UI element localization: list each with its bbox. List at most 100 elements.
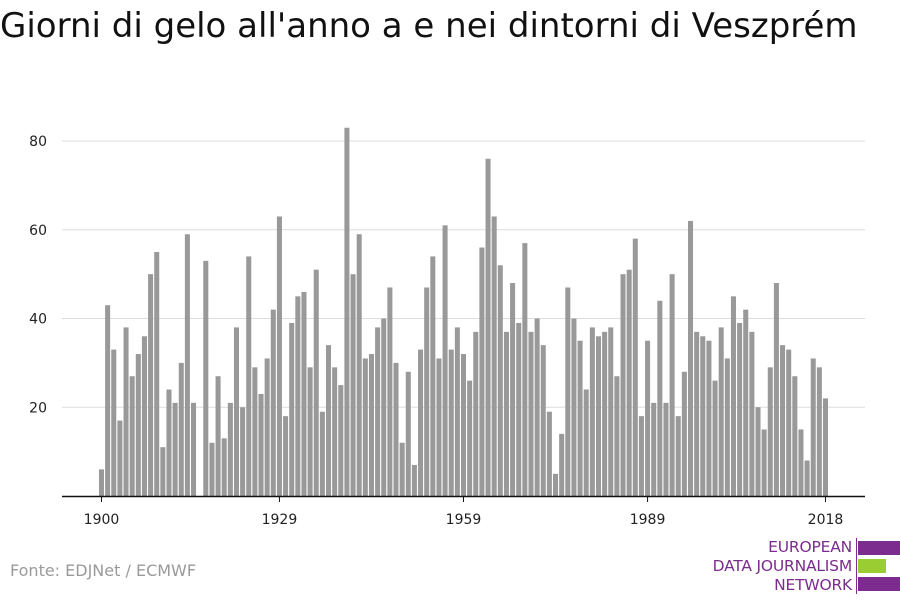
bar-1933 (301, 291, 307, 496)
x-tick-label: 1959 (446, 512, 482, 528)
logo-line-3: NETWORK (774, 576, 852, 594)
bar-2012 (786, 349, 792, 496)
bar-1940 (344, 127, 350, 496)
bar-1938 (332, 367, 338, 496)
x-tick-label: 1989 (630, 512, 666, 528)
bar-1926 (258, 393, 264, 496)
bar-1975 (559, 433, 565, 496)
y-tick-label: 60 (29, 223, 47, 239)
bar-1901 (105, 305, 111, 496)
bar-1961 (473, 331, 479, 496)
bar-1910 (160, 447, 166, 496)
bar-1996 (688, 220, 694, 496)
bar-1902 (111, 349, 117, 496)
bar-1946 (381, 318, 387, 496)
chart-title: Giorni di gelo all'anno a e nei dintorni… (0, 6, 858, 46)
bar-1965 (497, 265, 503, 496)
bar-1908 (148, 274, 154, 496)
bar-1993 (669, 274, 675, 496)
y-tick-label: 80 (29, 134, 47, 150)
logo-line-2: DATA JOURNALISM (712, 557, 853, 575)
bar-1903 (117, 420, 123, 496)
bar-1914 (184, 234, 190, 496)
bar-1981 (595, 336, 601, 496)
bar-2009 (767, 367, 773, 496)
bar-2014 (798, 429, 804, 496)
bar-1995 (681, 371, 687, 496)
bar-1959 (460, 354, 467, 496)
bar-1968 (516, 322, 522, 496)
bar-1962 (479, 247, 485, 496)
bar-1931 (289, 322, 295, 496)
bar-1974 (553, 473, 559, 496)
y-tick-label: 20 (29, 400, 47, 416)
bar-2000 (712, 380, 718, 496)
edjnet-logo: EUROPEAN DATA JOURNALISM NETWORK (700, 538, 900, 594)
source-note: Fonte: EDJNet / ECMWF (10, 561, 197, 580)
bar-1994 (675, 416, 681, 496)
bar-1942 (356, 234, 362, 496)
bar-1906 (135, 354, 141, 496)
bar-2006 (749, 331, 755, 496)
bar-2004 (737, 322, 743, 496)
bar-1998 (700, 336, 706, 496)
bar-1978 (577, 340, 583, 496)
bar-1920 (221, 438, 227, 496)
bar-1947 (387, 287, 393, 496)
bar-1985 (620, 274, 626, 496)
bar-1972 (540, 345, 546, 496)
bar-1912 (172, 402, 178, 496)
bar-1992 (663, 402, 669, 496)
bar-1969 (522, 243, 528, 496)
bar-1909 (154, 251, 160, 496)
bar-1921 (227, 402, 233, 496)
logo-bar-purple-bottom (858, 577, 900, 591)
bar-1922 (233, 327, 239, 496)
bar-1936 (319, 411, 325, 496)
y-tick-label: 40 (29, 312, 47, 328)
bar-1943 (362, 358, 368, 496)
bar-2018 (822, 398, 829, 496)
bar-1973 (546, 411, 552, 496)
bar-1963 (485, 158, 491, 496)
bar-2011 (780, 345, 786, 496)
bar-1907 (141, 336, 147, 496)
bars (98, 127, 829, 496)
x-tick-label: 1900 (84, 512, 120, 528)
bar-1991 (657, 300, 663, 496)
bar-1979 (583, 389, 589, 496)
bar-1976 (565, 287, 571, 496)
bar-2002 (724, 358, 730, 496)
logo-divider (856, 538, 857, 594)
bar-2017 (816, 367, 822, 496)
x-tick-label: 2018 (808, 512, 844, 528)
bar-1970 (528, 331, 534, 496)
bar-1977 (571, 318, 577, 496)
bar-1927 (264, 358, 270, 496)
bar-1958 (454, 327, 460, 496)
bar-1982 (602, 331, 608, 496)
bar-1986 (626, 269, 632, 496)
bar-2003 (730, 296, 736, 496)
bar-1966 (503, 331, 509, 496)
bar-1919 (215, 376, 221, 496)
x-tick-label: 1929 (262, 512, 298, 528)
bar-1997 (694, 331, 700, 496)
bar-1999 (706, 340, 712, 496)
bar-1950 (405, 371, 411, 496)
bar-1983 (608, 327, 614, 496)
bar-1941 (350, 274, 356, 496)
bar-1944 (368, 354, 374, 496)
bar-1913 (178, 362, 184, 496)
bar-1948 (393, 362, 399, 496)
bar-1925 (252, 367, 258, 496)
bar-1934 (307, 367, 313, 496)
bar-1937 (326, 345, 332, 496)
logo-bar-green (858, 559, 886, 573)
bar-1960 (467, 380, 473, 496)
bar-1928 (270, 309, 276, 496)
logo-line-1: EUROPEAN (768, 538, 852, 556)
bar-1911 (166, 389, 172, 496)
bar-1915 (191, 402, 197, 496)
